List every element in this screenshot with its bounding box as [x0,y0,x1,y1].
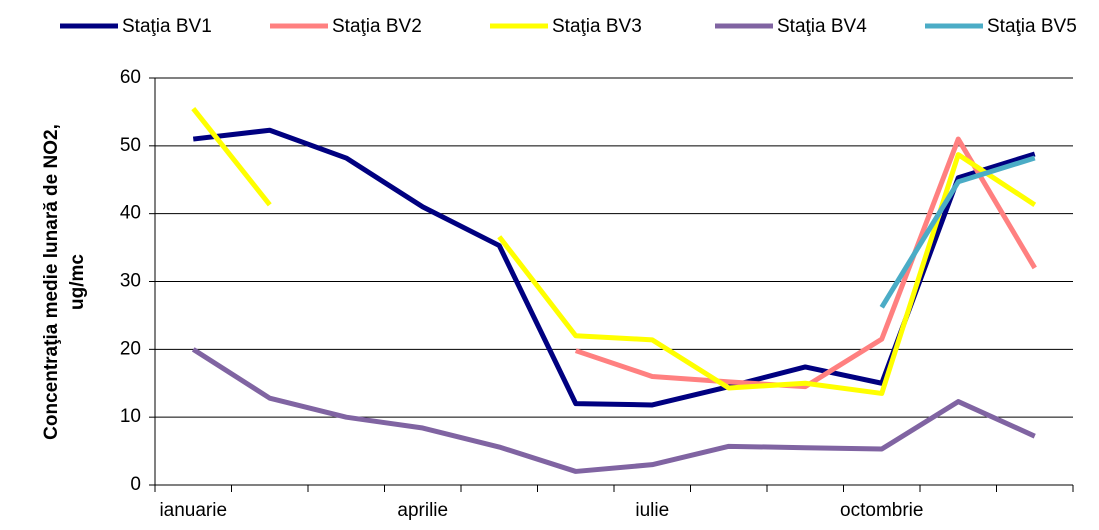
y-tick-label: 60 [120,67,141,88]
x-tick-label: aprilie [397,500,448,521]
y-tick-label: 50 [120,135,141,156]
x-tick-label: ianuarie [159,500,227,521]
legend-label: Staţia BV3 [552,16,642,37]
y-tick-label: 0 [130,474,141,495]
y-tick-label: 20 [120,338,141,359]
y-axis-title-line: Concentraţia medie lunară de NO2, [41,124,62,440]
y-tick-label: 10 [120,406,141,427]
legend-label: Staţia BV5 [987,16,1077,37]
y-axis-title: Concentraţia medie lunară de NO2, ug/mc [41,124,88,440]
series-line [191,347,1036,474]
y-axis-title-line: ug/mc [67,254,88,310]
x-tick-label: iulie [635,500,669,521]
x-tick-label: octombrie [840,500,923,521]
y-tick-label: 40 [120,203,141,224]
legend-label: Staţia BV1 [122,16,212,37]
y-tick-label: 30 [120,271,141,292]
legend-label: Staţia BV4 [777,16,867,37]
legend-label: Staţia BV2 [332,16,422,37]
series-line [191,106,1037,396]
series-line [574,136,1037,390]
series-line [879,155,1036,309]
